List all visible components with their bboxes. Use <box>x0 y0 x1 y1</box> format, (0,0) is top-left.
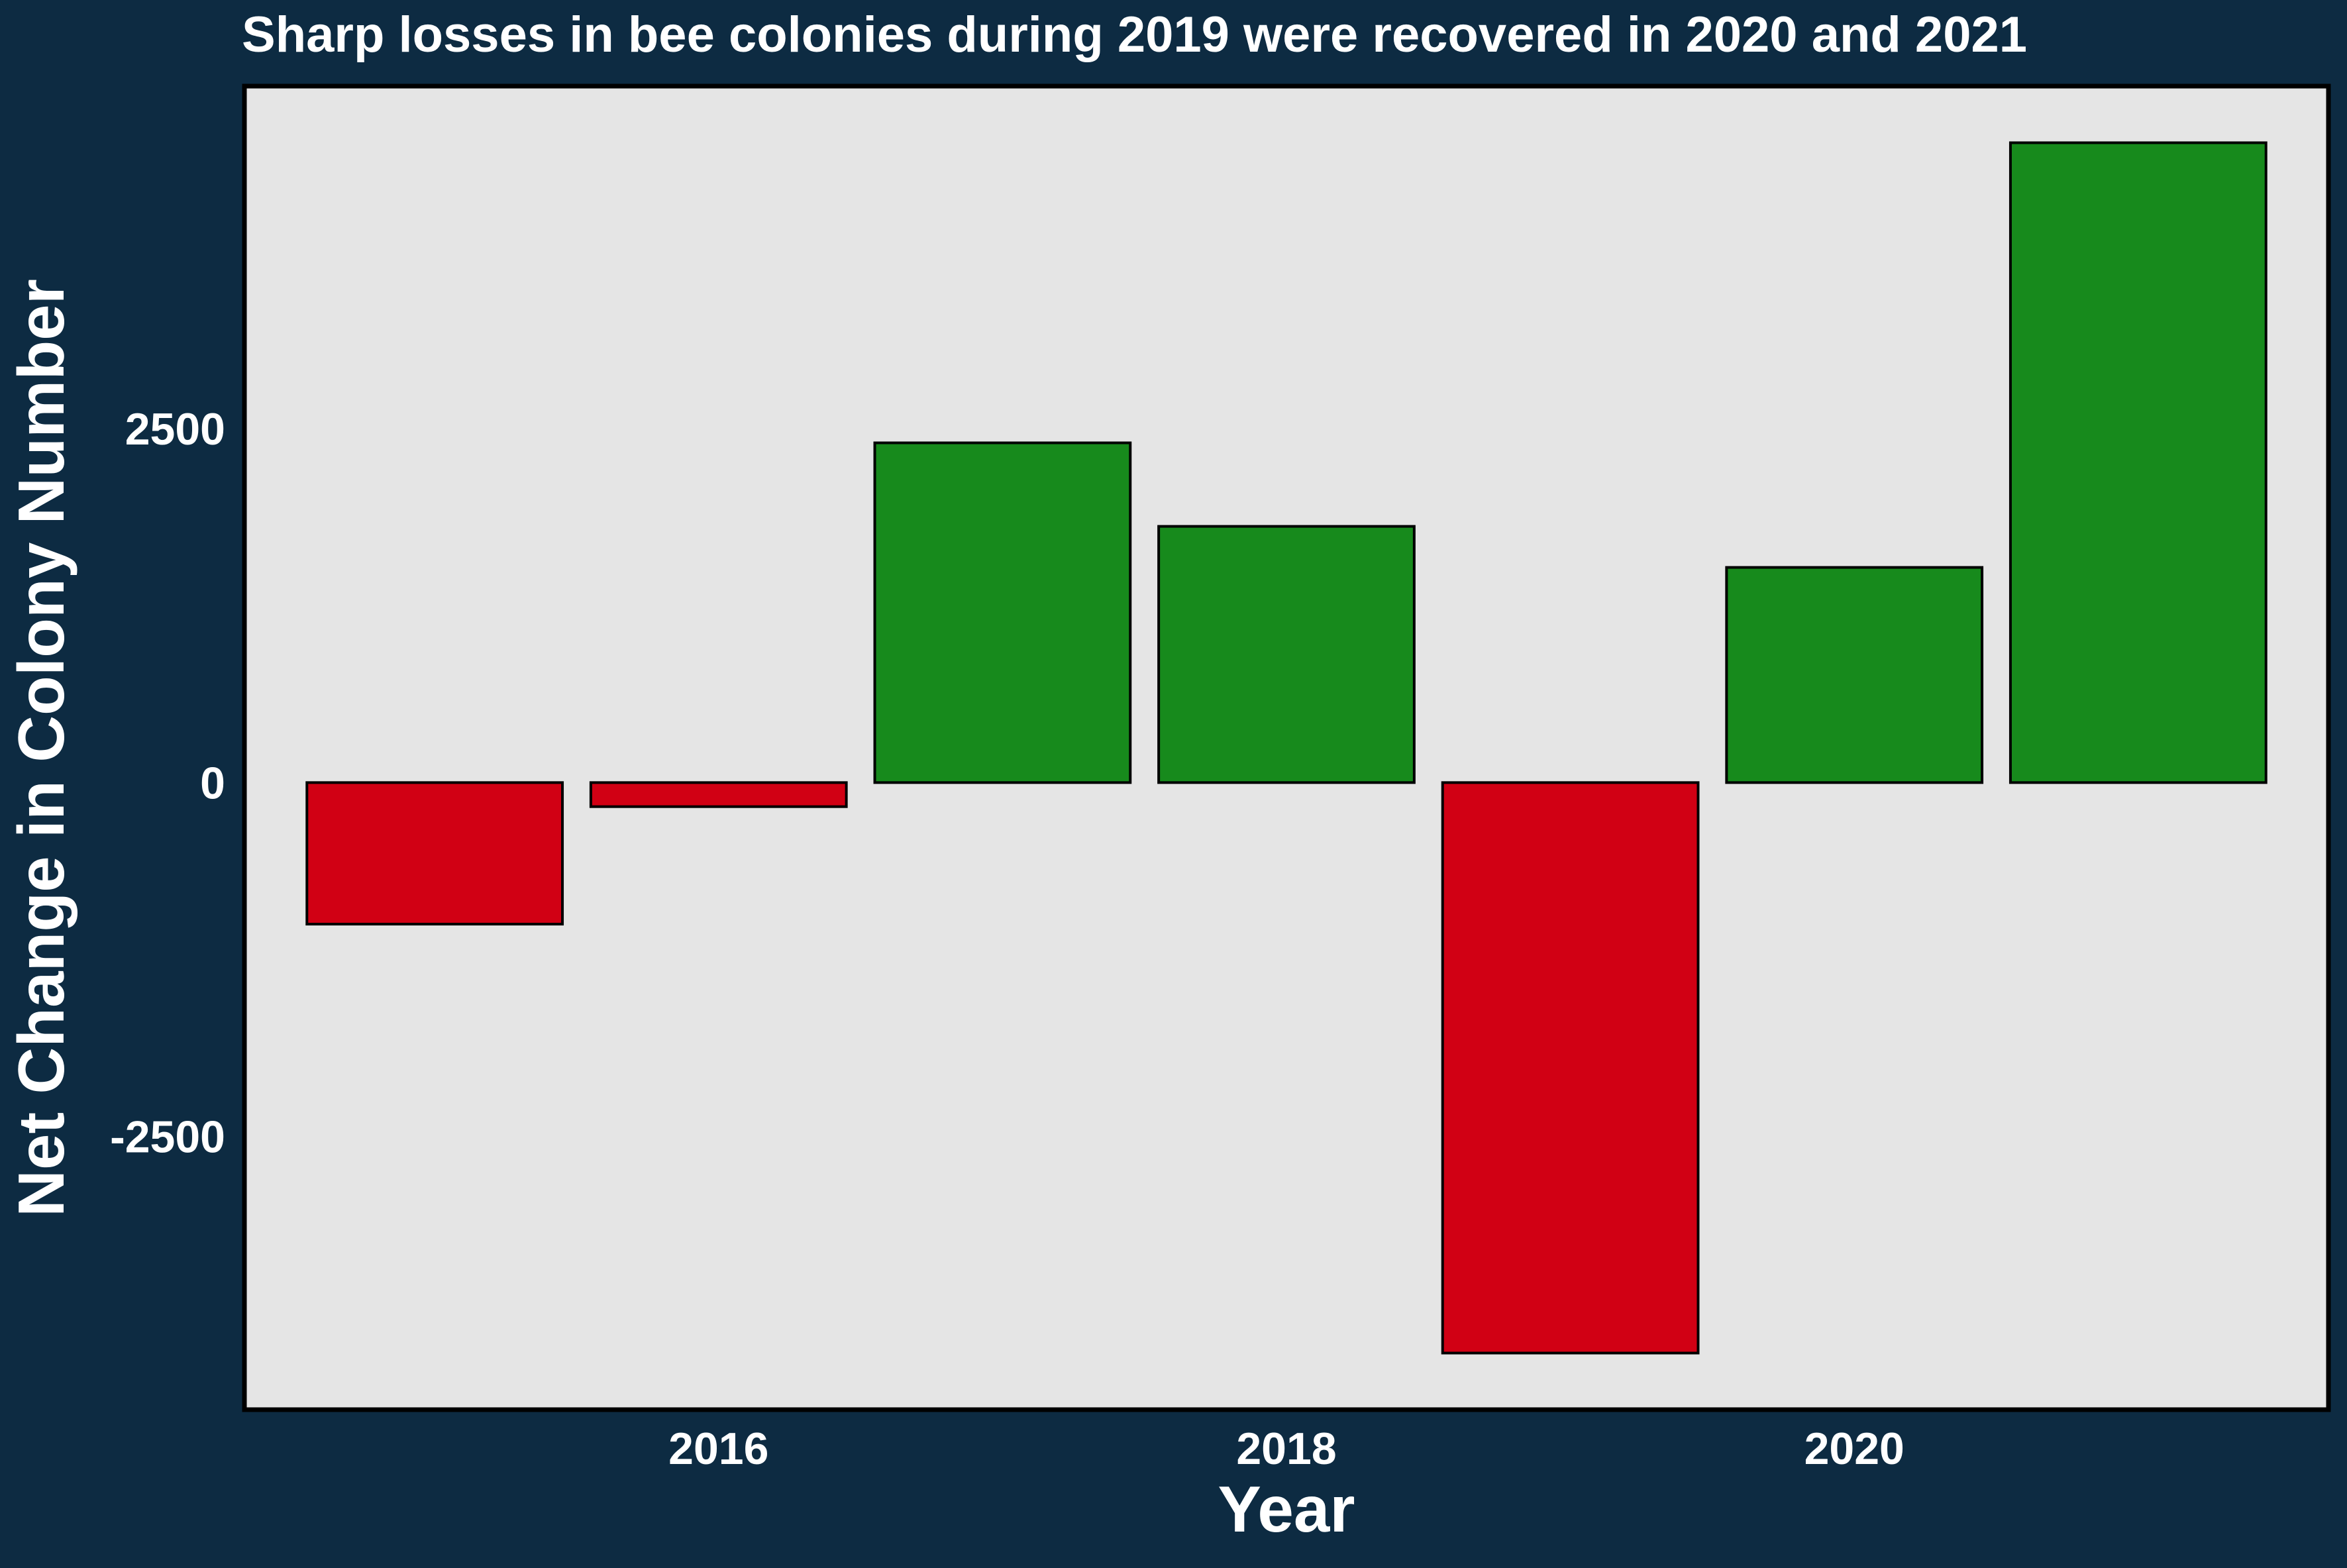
bar-2019 <box>1441 781 1700 1355</box>
chart-title: Sharp losses in bee colonies during 2019… <box>242 7 2027 63</box>
bar-2020 <box>1725 566 1984 784</box>
x-tick-label: 2018 <box>1236 1424 1336 1474</box>
bars-layer <box>305 141 2268 1355</box>
bar-2016 <box>589 781 848 808</box>
x-axis-ticks: 2016 2018 2020 <box>668 1424 1904 1474</box>
x-axis-label: Year <box>1218 1473 1355 1545</box>
y-axis-ticks: -2500 0 2500 <box>110 404 225 1162</box>
bar-2017 <box>873 441 1132 784</box>
bar-2015 <box>305 781 564 926</box>
y-axis-label: Net Change in Colony Number <box>5 279 78 1217</box>
x-tick-label: 2020 <box>1804 1424 1904 1474</box>
y-tick-label: 2500 <box>125 404 225 454</box>
bar-2021 <box>2008 141 2268 784</box>
x-tick-label: 2016 <box>668 1424 768 1474</box>
y-tick-label: 0 <box>200 758 225 808</box>
bar-2018 <box>1157 525 1416 784</box>
y-tick-label: -2500 <box>110 1112 225 1163</box>
